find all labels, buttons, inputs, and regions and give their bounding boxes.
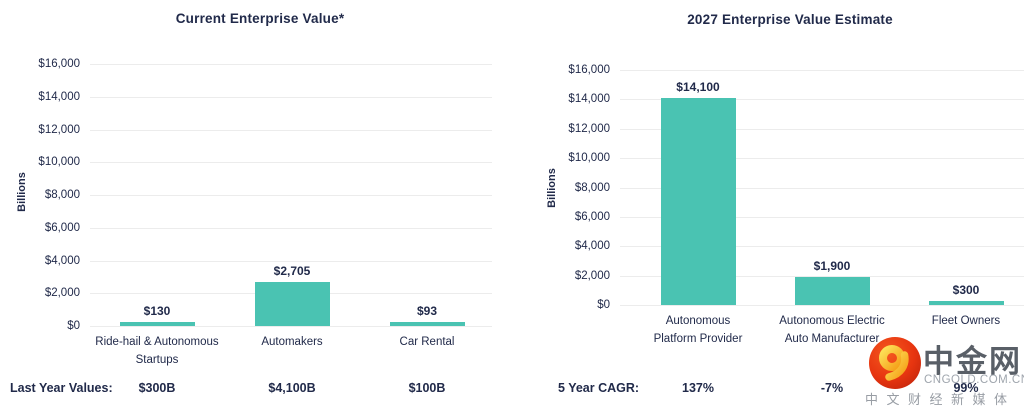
- y-tick-label: $16,000: [568, 64, 610, 76]
- footer-value: $100B: [408, 381, 446, 395]
- category-label: Fleet Owners: [931, 315, 1001, 327]
- y-tick-label: $12,000: [38, 123, 80, 136]
- gridline: [90, 96, 492, 98]
- gridline: [620, 187, 1024, 189]
- bar: [794, 277, 870, 305]
- y-tick-label: $6,000: [44, 221, 80, 234]
- gridline: [90, 326, 492, 327]
- y-tick-label: $8,000: [44, 189, 80, 201]
- watermark-tagline: 中文财经新媒体: [865, 392, 1016, 407]
- y-tick-label: $10,000: [38, 156, 80, 169]
- bar-value-label: $1,900: [813, 259, 851, 274]
- footer-value: 99%: [953, 381, 979, 395]
- bar: [660, 97, 736, 305]
- footer-value: 137%: [682, 381, 714, 395]
- y-tick-label: $16,000: [38, 58, 80, 70]
- bar-value-label: $93: [416, 304, 438, 318]
- y-tick-label: $0: [67, 320, 80, 332]
- y-axis-title: Billions: [16, 172, 28, 212]
- bar: [119, 322, 195, 326]
- gridline: [90, 162, 492, 164]
- footer-value: -7%: [820, 381, 844, 395]
- cngold-logo-icon: [869, 337, 921, 389]
- chart-current-enterprise-value: Current Enterprise Value* Billions $16,000…: [10, 11, 492, 395]
- y-tick-label: $6,000: [574, 210, 610, 223]
- y-axis-title: Billions: [546, 168, 558, 208]
- gridline: [90, 129, 492, 131]
- chart-2027-enterprise-value-estimate: 2027 Enterprise Value Estimate Billions $1…: [512, 0, 1024, 408]
- gridline: [620, 275, 1024, 277]
- gridline: [90, 64, 492, 65]
- bar-value-label: $130: [143, 304, 171, 318]
- chart-title: 2027 Enterprise Value Estimate: [687, 12, 893, 27]
- bar-value-label: $14,100: [676, 79, 720, 94]
- category-label: Automakers: [261, 336, 323, 348]
- gridline: [620, 305, 1024, 306]
- chart-title: Current Enterprise Value*: [175, 11, 345, 26]
- gridline: [620, 70, 1024, 71]
- category-label: Ride-hail & Autonomous Startups: [95, 336, 219, 366]
- category-label: Autonomous Electric Auto Manufacturer: [779, 315, 885, 345]
- footer-value: $4,100B: [268, 381, 316, 395]
- bar-value-label: $2,705: [273, 263, 311, 278]
- gridline: [620, 216, 1024, 218]
- category-label: Autonomous Platform Provider: [653, 315, 743, 345]
- y-tick-label: $8,000: [574, 181, 610, 194]
- gridline: [620, 158, 1024, 160]
- gridline: [620, 246, 1024, 248]
- bar-value-label: $300: [952, 282, 980, 297]
- category-label: Car Rental: [399, 336, 455, 348]
- gridline: [90, 195, 492, 196]
- y-tick-label: $14,000: [38, 90, 80, 103]
- gridline: [90, 227, 492, 229]
- gridline: [620, 128, 1024, 130]
- bar: [928, 300, 1004, 305]
- y-tick-label: $10,000: [568, 152, 610, 165]
- y-tick-label: $12,000: [568, 122, 610, 135]
- y-tick-label: $14,000: [568, 93, 610, 106]
- y-tick-label: $0: [597, 299, 610, 311]
- footer-label: Last Year Values:: [10, 381, 113, 395]
- watermark-brand: 中金网: [923, 344, 1022, 379]
- y-tick-label: $2,000: [574, 269, 610, 282]
- bar: [254, 281, 330, 326]
- gridline: [90, 260, 492, 262]
- footer-label: 5 Year CAGR:: [558, 381, 640, 395]
- y-tick-label: $2,000: [44, 287, 80, 300]
- watermark-domain: CNGOLD.COM.CN: [924, 374, 1024, 386]
- cngold-watermark: 中金网 CNGOLD.COM.CN 中文财经新媒体: [860, 330, 1024, 408]
- bar: [389, 322, 465, 326]
- gridline: [620, 99, 1024, 101]
- footer-value: $300B: [138, 381, 176, 395]
- y-tick-label: $4,000: [44, 254, 80, 267]
- y-tick-label: $4,000: [574, 240, 610, 253]
